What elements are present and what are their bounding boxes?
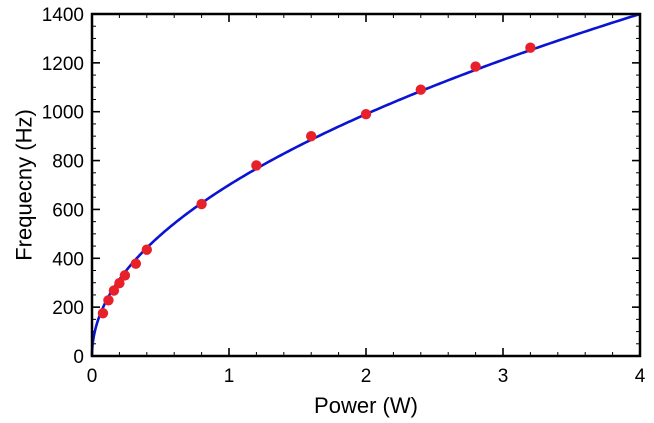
data-point xyxy=(525,42,536,53)
y-tick-label: 1400 xyxy=(42,5,84,26)
x-axis-label: Power (W) xyxy=(314,393,418,418)
x-tick-label: 2 xyxy=(361,366,372,387)
data-point xyxy=(97,308,109,319)
y-tick-label: 1200 xyxy=(42,54,84,75)
y-tick-label: 1000 xyxy=(42,103,84,124)
x-tick-label: 0 xyxy=(87,366,98,387)
data-point xyxy=(415,84,426,95)
x-tick-label: 4 xyxy=(635,366,646,387)
y-axis-label: Frequecny (Hz) xyxy=(12,109,37,261)
data-point xyxy=(119,270,131,281)
plot-frame xyxy=(90,12,642,358)
data-point xyxy=(114,278,125,289)
data-point xyxy=(130,258,142,269)
y-tick-label: 800 xyxy=(52,152,84,173)
y-tick-label: 0 xyxy=(73,347,84,368)
data-point xyxy=(141,244,152,255)
x-tick-label: 1 xyxy=(224,366,235,387)
y-tick-label: 400 xyxy=(52,249,84,270)
data-point xyxy=(103,295,114,306)
data-point xyxy=(196,198,207,210)
ticks-layer: 0 1 2 3 4 0 200 400 600 800 1000 1200 1400 xyxy=(42,5,646,387)
y-tick-label: 600 xyxy=(52,200,84,221)
x-tick-label: 3 xyxy=(498,366,509,387)
data-point xyxy=(470,61,481,72)
fit-curve xyxy=(90,12,641,356)
data-point xyxy=(251,160,262,171)
data-point xyxy=(306,130,317,142)
data-points xyxy=(97,42,536,319)
data-point xyxy=(108,285,120,296)
y-tick-label: 200 xyxy=(52,298,84,319)
data-point xyxy=(360,108,372,120)
